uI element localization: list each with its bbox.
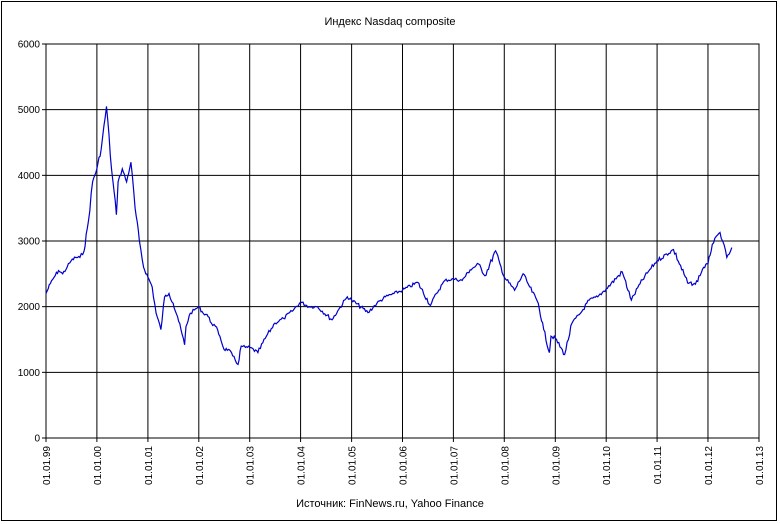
x-tick-label: 01.01.07 <box>449 446 460 485</box>
grid-lines <box>46 44 759 438</box>
x-tick-label: 01.01.05 <box>348 446 359 485</box>
x-tick-label: 01.01.13 <box>755 446 766 485</box>
x-tick-label: 01.01.03 <box>246 446 257 485</box>
x-tick-label: 01.01.06 <box>399 446 410 485</box>
x-tick-label: 01.01.00 <box>93 446 104 485</box>
x-tick-label: 01.01.99 <box>42 446 53 485</box>
x-tick-label: 01.01.02 <box>195 446 206 485</box>
chart-source: Источник: FinNews.ru, Yahoo Finance <box>296 498 484 510</box>
x-tick-label: 01.01.01 <box>144 446 155 485</box>
y-axis: 0 1000 2000 3000 4000 5000 6000 <box>18 40 46 445</box>
x-tick-label: 01.01.12 <box>704 446 715 485</box>
y-tick-label: 3000 <box>18 237 41 248</box>
x-tick-label: 01.01.08 <box>500 446 511 485</box>
y-tick-label: 4000 <box>18 171 41 182</box>
y-tick-label: 2000 <box>18 302 41 313</box>
chart-title: Индекс Nasdaq composite <box>324 16 456 28</box>
series-line <box>45 106 733 366</box>
y-tick-label: 0 <box>34 434 40 445</box>
y-tick-label: 1000 <box>18 368 41 379</box>
x-tick-label: 01.01.04 <box>297 446 308 485</box>
y-tick-label: 5000 <box>18 105 41 116</box>
x-axis: 01.01.99 01.01.00 01.01.01 01.01.02 01.01.03… <box>42 438 766 485</box>
x-tick-label: 01.01.11 <box>653 446 664 485</box>
x-tick-label: 01.01.10 <box>602 446 613 485</box>
y-tick-label: 6000 <box>18 40 41 51</box>
x-tick-label: 01.01.09 <box>551 446 562 485</box>
